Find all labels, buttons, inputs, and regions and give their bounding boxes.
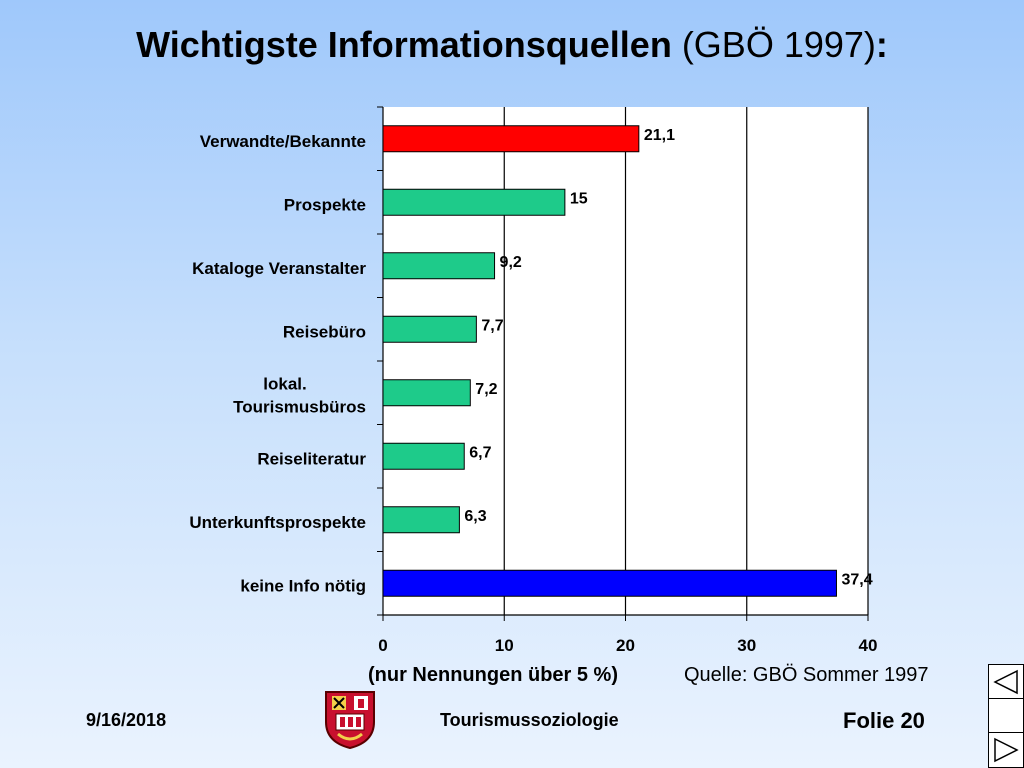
bar [382, 125, 640, 153]
x-tick-label: 40 [859, 636, 878, 655]
data-label: 37,4 [841, 571, 872, 588]
category-label: Verwandte/Bekannte [200, 132, 366, 151]
bar [382, 252, 496, 280]
previous-slide-button[interactable] [989, 665, 1023, 699]
bar [382, 442, 465, 470]
data-label: 7,7 [481, 317, 503, 334]
data-label: 6,3 [464, 508, 486, 525]
bar [382, 188, 566, 216]
bar [382, 569, 837, 597]
category-label: Reiseliteratur [257, 449, 366, 468]
blank-icon [989, 699, 1023, 733]
slide-nav-panel [988, 664, 1024, 768]
next-slide-button[interactable] [989, 733, 1023, 767]
bar [382, 506, 460, 534]
footer-date: 9/16/2018 [86, 710, 167, 730]
data-label: 15 [570, 190, 588, 207]
category-label: lokal. [263, 374, 306, 393]
blank-nav-button[interactable] [989, 699, 1023, 733]
category-label: Unterkunftsprospekte [189, 513, 366, 532]
slide-number: Folie 20 [843, 708, 925, 733]
x-tick-label: 20 [616, 636, 635, 655]
title-main: Wichtigste Informationsquellen [136, 24, 672, 65]
x-tick-label: 10 [495, 636, 514, 655]
title-colon: : [875, 24, 888, 65]
x-tick-label: 30 [737, 636, 756, 655]
triangle-right-icon [994, 737, 1019, 763]
data-label: 6,7 [469, 444, 491, 461]
data-label: 9,2 [500, 254, 522, 271]
category-label: Prospekte [284, 195, 366, 214]
bar [382, 315, 477, 343]
bar [382, 379, 471, 407]
source-note: Quelle: GBÖ Sommer 1997 [684, 664, 929, 686]
category-label: keine Info nötig [240, 576, 366, 595]
chart-note: (nur Nennungen über 5 %) [368, 664, 618, 686]
data-label: 7,2 [475, 381, 497, 398]
footer-title: Tourismussoziologie [440, 710, 619, 730]
triangle-left-icon [993, 669, 1018, 695]
title-subtitle: (GBÖ 1997) [671, 24, 876, 65]
category-label: Tourismusbüros [233, 397, 366, 416]
x-tick-label: 0 [378, 636, 387, 655]
data-label: 21,1 [644, 127, 675, 144]
slide-title: Wichtigste Informationsquellen (GBÖ 1997… [0, 24, 1024, 66]
coat-of-arms-icon [325, 691, 375, 750]
category-label: Kataloge Veranstalter [192, 259, 366, 278]
category-label: Reisebüro [283, 322, 366, 341]
